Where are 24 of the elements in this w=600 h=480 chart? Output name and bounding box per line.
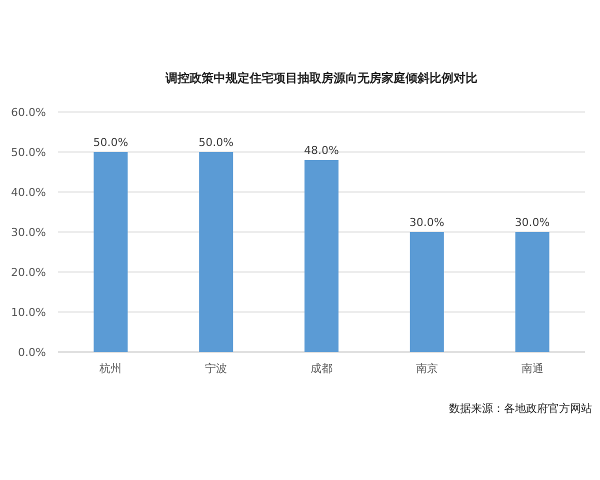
x-tick-label: 南通 bbox=[521, 362, 544, 375]
x-tick-label: 南京 bbox=[416, 362, 438, 375]
bar bbox=[410, 232, 444, 352]
data-label: 50.0% bbox=[198, 136, 234, 149]
y-tick-label: 30.0% bbox=[11, 226, 46, 239]
bar bbox=[94, 152, 128, 352]
data-label: 50.0% bbox=[93, 136, 128, 149]
y-tick-label: 50.0% bbox=[11, 146, 46, 159]
x-tick-label: 宁波 bbox=[205, 362, 228, 375]
source-note: 数据来源：各地政府官方网站 bbox=[449, 402, 592, 415]
y-tick-label: 0.0% bbox=[18, 346, 46, 359]
bar bbox=[515, 232, 550, 352]
data-label: 30.0% bbox=[409, 216, 444, 229]
data-label: 48.0% bbox=[304, 144, 339, 157]
chart-title: 调控政策中规定住宅项目抽取房源向无房家庭倾斜比例对比 bbox=[164, 71, 478, 85]
y-tick-label: 20.0% bbox=[11, 266, 46, 279]
y-tick-label: 10.0% bbox=[11, 306, 46, 319]
x-tick-label: 成都 bbox=[310, 362, 332, 375]
y-tick-label: 60.0% bbox=[11, 106, 46, 119]
data-label: 30.0% bbox=[514, 216, 550, 229]
bar bbox=[199, 152, 234, 352]
x-tick-label: 杭州 bbox=[98, 362, 122, 375]
bar bbox=[304, 160, 338, 352]
y-tick-label: 40.0% bbox=[11, 186, 46, 199]
